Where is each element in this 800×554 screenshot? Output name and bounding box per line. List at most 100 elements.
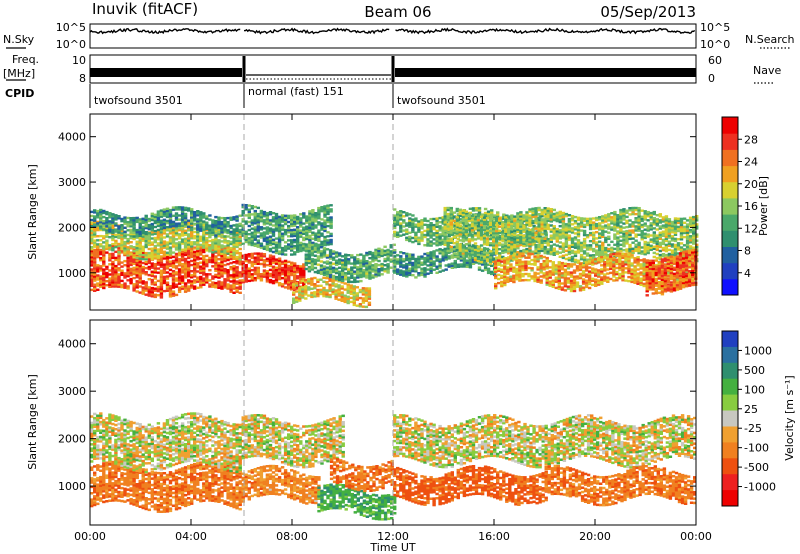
power-cell <box>634 212 638 216</box>
power-cell <box>349 290 353 293</box>
power-cell <box>211 277 215 280</box>
power-cell <box>177 288 182 291</box>
power-cell <box>156 250 161 253</box>
power-cell <box>643 248 647 252</box>
power-cell <box>274 268 279 272</box>
power-cell <box>290 249 294 252</box>
power-cell <box>426 226 430 229</box>
power-cell <box>238 243 242 247</box>
power-cell <box>138 262 142 266</box>
power-cell <box>199 253 203 256</box>
power-cell <box>441 269 445 272</box>
power-cell <box>111 242 115 246</box>
power-cell <box>168 240 173 243</box>
power-cell <box>144 222 148 226</box>
power-cell <box>159 233 164 236</box>
power-cell <box>570 251 575 255</box>
power-cell <box>141 247 145 251</box>
power-cell <box>296 275 300 278</box>
power-cell <box>205 249 209 252</box>
power-cell <box>102 276 106 279</box>
power-cell <box>208 279 212 282</box>
power-cell <box>323 229 327 233</box>
power-cell <box>492 221 496 225</box>
power-cell <box>108 279 112 282</box>
power-cell <box>93 217 97 220</box>
power-cell <box>561 250 566 253</box>
power-cell <box>328 257 333 260</box>
power-cell <box>238 291 242 294</box>
power-cell <box>328 289 332 293</box>
power-cell <box>208 226 212 229</box>
power-cell <box>371 253 375 257</box>
power-cell <box>334 295 338 298</box>
power-cell <box>514 241 518 244</box>
power-cell <box>341 265 345 268</box>
power-cell <box>117 246 121 250</box>
power-cell <box>316 284 320 288</box>
power-cell <box>244 232 248 235</box>
power-cell <box>546 244 550 247</box>
power-cell <box>308 234 312 238</box>
power-cell <box>465 212 470 215</box>
power-cell <box>476 225 481 228</box>
power-cell <box>217 272 221 275</box>
power-cell <box>438 216 442 220</box>
power-cell <box>217 249 221 252</box>
power-cell <box>229 290 233 293</box>
power-cell <box>96 212 100 215</box>
power-cell <box>147 290 151 293</box>
power-cell <box>637 217 641 220</box>
power-cell <box>349 300 353 304</box>
power-cell <box>147 292 151 295</box>
power-cell <box>576 251 581 254</box>
power-cell <box>193 275 197 278</box>
power-cell <box>229 284 233 287</box>
power-cell <box>171 282 176 285</box>
power-cell <box>340 295 344 298</box>
power-cell <box>510 253 514 256</box>
power-cell <box>522 224 526 227</box>
power-cell <box>435 244 439 247</box>
power-cell <box>138 271 142 274</box>
power-cell <box>561 256 566 260</box>
power-cell <box>117 252 121 256</box>
power-cell <box>449 247 453 251</box>
power-cell <box>426 260 430 263</box>
power-cell <box>607 237 611 240</box>
power-cell <box>162 220 167 224</box>
power-cell <box>156 228 161 232</box>
power-cell <box>337 286 341 289</box>
power-cell <box>129 219 133 222</box>
power-cell <box>111 217 115 220</box>
power-cell <box>102 264 106 267</box>
power-cell <box>307 286 311 289</box>
power-cell <box>322 290 326 294</box>
power-cell <box>331 266 336 270</box>
power-cell <box>126 285 130 288</box>
power-cell <box>156 234 161 237</box>
power-cell <box>229 255 233 259</box>
power-cell <box>259 244 264 247</box>
power-cell <box>171 228 176 232</box>
power-cell <box>411 218 415 221</box>
power-cell <box>510 247 514 250</box>
power-cell <box>322 276 326 279</box>
power-cell <box>582 252 587 255</box>
power-cell <box>93 269 97 272</box>
power-cell <box>601 219 605 222</box>
power-cell <box>232 232 236 235</box>
power-cell <box>359 269 363 273</box>
power-cell <box>304 297 308 300</box>
power-cell <box>177 241 182 244</box>
power-cell <box>616 230 620 233</box>
power-cell <box>505 239 509 242</box>
power-cell <box>123 259 127 263</box>
power-cell <box>180 263 185 266</box>
power-cell <box>528 245 532 248</box>
power-cell <box>250 279 254 282</box>
power-cell <box>628 223 632 226</box>
power-cell <box>622 230 626 233</box>
power-cell <box>141 235 145 238</box>
power-cell <box>540 233 544 236</box>
